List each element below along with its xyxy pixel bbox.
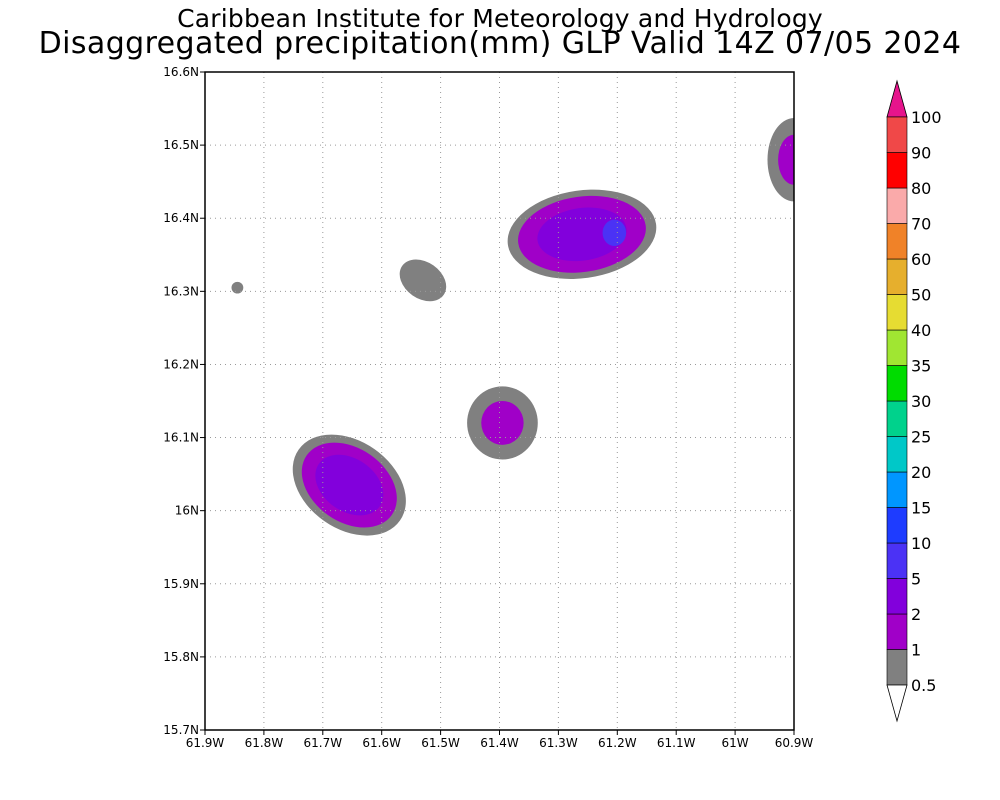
- legend-label: 20: [911, 463, 931, 482]
- lon-tick-label: 61.6W: [362, 736, 401, 750]
- legend-swatch-60: [886, 223, 908, 260]
- precipitation-layer: [231, 118, 794, 536]
- precip-area: [399, 259, 447, 302]
- lon-tick-label: 61.3W: [539, 736, 578, 750]
- lon-tick-label: 61.4W: [480, 736, 519, 750]
- legend-swatch-50: [886, 258, 908, 295]
- lon-tick-label: 61.8W: [245, 736, 284, 750]
- precip-area: [507, 189, 657, 279]
- lat-tick-label: 16.5N: [163, 138, 199, 152]
- legend-label: 50: [911, 286, 931, 305]
- legend-label: 5: [911, 570, 921, 589]
- legend-label: 35: [911, 357, 931, 376]
- legend-label: 10: [911, 534, 931, 553]
- lat-tick-label: 16N: [175, 504, 199, 518]
- legend-swatch-25: [886, 400, 908, 437]
- lon-tick-label: 61.7W: [304, 736, 343, 750]
- precip-area: [767, 118, 794, 202]
- lat-tick-label: 15.8N: [163, 650, 199, 664]
- lat-tick-label: 16.4N: [163, 211, 199, 225]
- legend-label: 80: [911, 179, 931, 198]
- lon-tick-label: 61.5W: [421, 736, 460, 750]
- lat-tick-label: 15.7N: [163, 723, 199, 737]
- legend-swatch-0_5: [886, 649, 908, 686]
- lat-tick-label: 16.2N: [163, 357, 199, 371]
- lon-tick-label: 61.9W: [186, 736, 225, 750]
- legend-swatch-80: [886, 152, 908, 189]
- legend-swatch-15: [886, 471, 908, 508]
- legend-label: 2: [911, 605, 921, 624]
- precip-area: [292, 434, 406, 536]
- precip-contour-0_5: [399, 259, 447, 302]
- precip-area: [602, 219, 627, 247]
- lat-tick-label: 15.9N: [163, 577, 199, 591]
- lat-tick-label: 16.3N: [163, 284, 199, 298]
- legend-label: 25: [911, 428, 931, 447]
- precip-area: [467, 386, 538, 460]
- legend-label: 100: [911, 108, 942, 127]
- legend-swatch-1: [886, 613, 908, 650]
- latitude-axis: 15.7N 15.8N 15.9N 16N 16.1N 16.2N 16.3N 16.4N 16…: [163, 65, 205, 737]
- legend-label: 40: [911, 321, 931, 340]
- lon-tick-label: 61.1W: [657, 736, 696, 750]
- lon-tick-label: 61W: [722, 736, 749, 750]
- lon-tick-label: 60.9W: [775, 736, 814, 750]
- legend-swatch-90: [886, 116, 908, 153]
- legend-label: 30: [911, 392, 931, 411]
- legend-label: 70: [911, 215, 931, 234]
- legend-under-arrow: [886, 684, 908, 723]
- longitude-axis: 61.9W 61.8W 61.7W 61.6W 61.5W 61.4W 61.3W 61.2W…: [186, 730, 814, 750]
- legend-swatch-30: [886, 365, 908, 402]
- legend-label: 60: [911, 250, 931, 269]
- legend-swatch-35: [886, 329, 908, 366]
- precip-contour-1: [481, 401, 524, 445]
- legend-swatch-40: [886, 294, 908, 331]
- legend-swatch-5: [886, 542, 908, 579]
- legend-label: 15: [911, 499, 931, 518]
- map-grid: [205, 72, 794, 730]
- lon-tick-label: 61.2W: [598, 736, 637, 750]
- legend-swatch-10: [886, 507, 908, 544]
- legend-swatch-20: [886, 436, 908, 473]
- precip-contour-2: [315, 454, 384, 516]
- legend-label: 1: [911, 641, 921, 660]
- precip-contour-1: [778, 134, 794, 185]
- legend-label: 0.5: [911, 676, 936, 695]
- precip-contour-5: [602, 219, 627, 247]
- precip-contour-0_5: [231, 281, 244, 294]
- precip-contour-2: [537, 207, 627, 262]
- title-line-2: Disaggregated precipitation(mm) GLP Vali…: [38, 26, 962, 61]
- lat-tick-label: 16.6N: [163, 65, 199, 79]
- lat-tick-label: 16.1N: [163, 431, 199, 445]
- precip-area: [231, 281, 244, 294]
- legend-over-arrow: [886, 79, 908, 118]
- legend-label: 90: [911, 144, 931, 163]
- legend-swatch-70: [886, 187, 908, 224]
- title-line-1: Caribbean Institute for Meteorology and …: [177, 4, 823, 33]
- legend-swatch-2: [886, 578, 908, 615]
